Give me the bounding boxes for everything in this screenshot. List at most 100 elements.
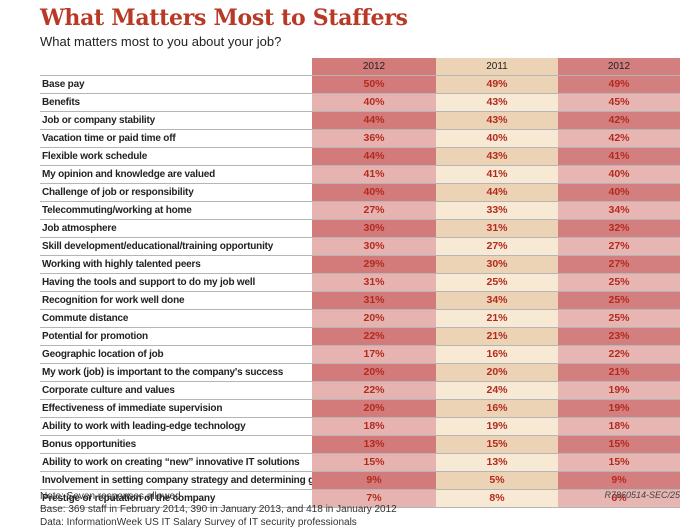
value-cell: 44% xyxy=(436,184,558,201)
table-row: Geographic location of job 17% 16% 22% xyxy=(40,346,680,364)
value-cell: 43% xyxy=(436,148,558,165)
value-cell: 18% xyxy=(312,418,436,435)
value-cell: 15% xyxy=(312,454,436,471)
row-label: Prestige or reputation of the company xyxy=(42,493,216,504)
table-row: Having the tools and support to do my jo… xyxy=(40,274,680,292)
value-cell: 16% xyxy=(436,400,558,417)
value-cell: 25% xyxy=(558,274,680,291)
value-cell: 20% xyxy=(312,400,436,417)
value-cell: 20% xyxy=(312,310,436,327)
table-row: Ability to work with leading-edge techno… xyxy=(40,418,680,436)
row-label: My work (job) is important to the compan… xyxy=(42,367,284,378)
value-cell: 49% xyxy=(436,76,558,93)
source-code: R7860514-SEC/25 xyxy=(604,490,680,500)
value-cell: 9% xyxy=(558,472,680,489)
row-label: Working with highly talented peers xyxy=(42,259,201,270)
value-cell: 27% xyxy=(558,238,680,255)
value-cell: 13% xyxy=(436,454,558,471)
value-cell: 41% xyxy=(312,166,436,183)
value-cell: 24% xyxy=(436,382,558,399)
value-cell: 32% xyxy=(558,220,680,237)
row-label: Recognition for work well done xyxy=(42,295,185,306)
row-label: Bonus opportunities xyxy=(42,439,136,450)
value-cell: 27% xyxy=(558,256,680,273)
table-row: Bonus opportunities 13% 15% 15% xyxy=(40,436,680,454)
table-row: Benefits 40% 43% 45% xyxy=(40,94,680,112)
value-cell: 50% xyxy=(312,76,436,93)
value-cell: 30% xyxy=(312,238,436,255)
table-row: Flexible work schedule 44% 43% 41% xyxy=(40,148,680,166)
table-row: Recognition for work well done 31% 34% 25% xyxy=(40,292,680,310)
row-label: Telecommuting/working at home xyxy=(42,205,192,216)
table-row: Job atmosphere 30% 31% 32% xyxy=(40,220,680,238)
row-label: Involvement in setting company strategy … xyxy=(42,475,314,486)
value-cell: 18% xyxy=(558,418,680,435)
row-label: Vacation time or paid time off xyxy=(42,133,176,144)
table-row: Base pay 50% 49% 49% xyxy=(40,76,680,94)
note-line: Base: 369 staff in February 2014, 390 in… xyxy=(40,504,397,515)
column-header-3: 2012 xyxy=(558,58,680,75)
row-label: Job or company stability xyxy=(42,115,156,126)
table-row: Corporate culture and values 22% 24% 19% xyxy=(40,382,680,400)
value-cell: 15% xyxy=(558,454,680,471)
value-cell: 30% xyxy=(436,256,558,273)
value-cell: 21% xyxy=(436,310,558,327)
value-cell: 15% xyxy=(558,436,680,453)
table-row: Potential for promotion 22% 21% 23% xyxy=(40,328,680,346)
value-cell: 13% xyxy=(312,436,436,453)
table-row: Job or company stability 44% 43% 42% xyxy=(40,112,680,130)
table-row: Challenge of job or responsibility 40% 44%… xyxy=(40,184,680,202)
value-cell: 6% xyxy=(558,490,680,507)
column-header-2: 2011 xyxy=(436,58,558,75)
value-cell: 22% xyxy=(312,328,436,345)
value-cell: 43% xyxy=(436,94,558,111)
value-cell: 49% xyxy=(558,76,680,93)
value-cell: 22% xyxy=(558,346,680,363)
row-label: Flexible work schedule xyxy=(42,151,148,162)
value-cell: 44% xyxy=(312,148,436,165)
value-cell: 40% xyxy=(436,130,558,147)
value-cell: 5% xyxy=(436,472,558,489)
value-cell: 25% xyxy=(558,292,680,309)
row-label: Potential for promotion xyxy=(42,331,148,342)
row-label: Ability to work on creating “new” innova… xyxy=(42,457,300,468)
row-label: Job atmosphere xyxy=(42,223,117,234)
row-label: Having the tools and support to do my jo… xyxy=(42,277,256,288)
value-cell: 16% xyxy=(436,346,558,363)
value-cell: 25% xyxy=(436,274,558,291)
table-row: My opinion and knowledge are valued 41% 41… xyxy=(40,166,680,184)
value-cell: 21% xyxy=(558,364,680,381)
table-row: My work (job) is important to the compan… xyxy=(40,364,680,382)
value-cell: 45% xyxy=(558,94,680,111)
note-line: Data: InformationWeek US IT Salary Surve… xyxy=(40,517,357,528)
notes: Note: Seven responses allowed Base: 369 … xyxy=(40,490,397,529)
value-cell: 42% xyxy=(558,112,680,129)
chart-title: What Matters Most to Staffers xyxy=(40,5,408,31)
row-label: Base pay xyxy=(42,79,85,90)
chart-subtitle: What matters most to you about your job? xyxy=(40,34,282,49)
value-cell: 40% xyxy=(312,94,436,111)
value-cell: 44% xyxy=(312,112,436,129)
value-cell: 30% xyxy=(312,220,436,237)
value-cell: 20% xyxy=(436,364,558,381)
header-row: 2012 2011 2012 xyxy=(40,58,680,76)
data-table: 2012 2011 2012 Base pay 50% 49% 49% Benefits… xyxy=(40,58,680,508)
value-cell: 21% xyxy=(436,328,558,345)
note-line: Note: Seven responses allowed xyxy=(40,491,181,502)
value-cell: 36% xyxy=(312,130,436,147)
row-label: Ability to work with leading-edge techno… xyxy=(42,421,246,432)
value-cell: 19% xyxy=(436,418,558,435)
value-cell: 40% xyxy=(312,184,436,201)
value-cell: 15% xyxy=(436,436,558,453)
row-label: Corporate culture and values xyxy=(42,385,175,396)
value-cell: 40% xyxy=(558,184,680,201)
value-cell: 7% xyxy=(312,490,436,507)
value-cell: 27% xyxy=(436,238,558,255)
table-row: Ability to work on creating “new” innova… xyxy=(40,454,680,472)
value-cell: 20% xyxy=(312,364,436,381)
row-label: My opinion and knowledge are valued xyxy=(42,169,216,180)
value-cell: 29% xyxy=(312,256,436,273)
value-cell: 31% xyxy=(436,220,558,237)
value-cell: 19% xyxy=(558,400,680,417)
row-label: Commute distance xyxy=(42,313,129,324)
